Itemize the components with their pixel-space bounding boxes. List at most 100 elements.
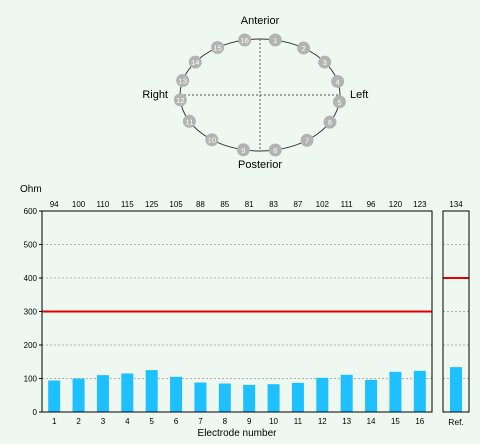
x-tick-label: 8 bbox=[223, 417, 228, 426]
bar bbox=[267, 384, 280, 412]
left-label: Left bbox=[350, 89, 368, 101]
x-tick-label: 3 bbox=[101, 417, 106, 426]
bar-value-label: 102 bbox=[316, 200, 330, 209]
bar bbox=[340, 374, 353, 412]
electrode-dot bbox=[300, 133, 314, 147]
electrode-label: 1 bbox=[273, 36, 277, 45]
electrode-marker: 16 bbox=[238, 33, 252, 47]
x-tick-label: 9 bbox=[247, 417, 252, 426]
bar-value-label: 115 bbox=[121, 200, 134, 209]
bar bbox=[72, 378, 85, 412]
y-tick-label: 0 bbox=[33, 408, 38, 417]
electrode-dot bbox=[173, 93, 187, 107]
bar-value-label: 81 bbox=[245, 200, 254, 209]
bar-value-label: 111 bbox=[341, 200, 354, 209]
bar bbox=[291, 382, 304, 412]
y-axis-label: Ohm bbox=[20, 184, 42, 195]
x-tick-label: 1 bbox=[52, 417, 57, 426]
electrode-label: 6 bbox=[328, 118, 332, 127]
x-tick-label: 4 bbox=[125, 417, 130, 426]
x-tick-label: 16 bbox=[415, 417, 424, 426]
electrode-marker: 3 bbox=[318, 55, 332, 69]
x-tick-label: 2 bbox=[76, 417, 81, 426]
anterior-label: Anterior bbox=[241, 15, 280, 27]
electrode-label: 15 bbox=[213, 44, 221, 53]
electrode-marker: 4 bbox=[331, 74, 345, 88]
electrode-label: 16 bbox=[241, 36, 249, 45]
x-tick-label: 7 bbox=[198, 417, 203, 426]
electrode-label: 5 bbox=[337, 98, 341, 107]
electrode-label: 3 bbox=[323, 58, 327, 67]
bar bbox=[316, 377, 329, 412]
y-tick-label: 200 bbox=[24, 341, 38, 350]
bar bbox=[413, 370, 426, 412]
electrode-dot bbox=[211, 41, 225, 55]
x-axis-label: Electrode number bbox=[198, 428, 278, 439]
electrode-dot bbox=[182, 114, 196, 128]
electrode-label: 14 bbox=[191, 58, 199, 67]
electrode-dot bbox=[268, 143, 282, 157]
y-tick-label: 500 bbox=[24, 241, 38, 250]
electrode-marker: 5 bbox=[332, 95, 346, 109]
bar bbox=[194, 382, 207, 412]
electrode-dot bbox=[238, 33, 252, 47]
electrode-label: 9 bbox=[241, 146, 245, 155]
electrode-label: 13 bbox=[179, 77, 187, 86]
electrode-marker: 10 bbox=[205, 133, 219, 147]
x-tick-label: 13 bbox=[342, 417, 351, 426]
electrode-dot bbox=[188, 55, 202, 69]
electrode-label: 7 bbox=[305, 136, 309, 145]
bar-value-label: 88 bbox=[196, 200, 205, 209]
x-tick-label: 11 bbox=[294, 417, 303, 426]
reference-bar bbox=[450, 367, 462, 412]
main-plot-area: 0 100 200 300 400 500 600 94 1 100 2 110 3 115 4 125 5 10… bbox=[24, 200, 433, 426]
electrode-label: 12 bbox=[176, 96, 184, 105]
bar-value-label: 100 bbox=[72, 200, 86, 209]
x-tick-label: 15 bbox=[391, 417, 400, 426]
electrode-label: 2 bbox=[301, 44, 305, 53]
electrode-dot bbox=[332, 95, 346, 109]
electrode-marker: 15 bbox=[211, 41, 225, 55]
y-tick-label: 300 bbox=[24, 308, 38, 317]
x-tick-label: 5 bbox=[149, 417, 154, 426]
x-tick-label: 10 bbox=[269, 417, 278, 426]
bar-value-label: 83 bbox=[269, 200, 278, 209]
bar bbox=[170, 376, 183, 412]
bar-value-label: 85 bbox=[220, 200, 229, 209]
electrode-marker: 14 bbox=[188, 55, 202, 69]
electrode-dot bbox=[323, 115, 337, 129]
electrode-marker: 2 bbox=[297, 41, 311, 55]
bar-value-label: 125 bbox=[145, 200, 159, 209]
bar-value-label: 96 bbox=[367, 200, 376, 209]
reference-plot-area: 134 Ref. bbox=[442, 200, 470, 427]
electrode-label: 11 bbox=[185, 117, 193, 126]
electrode-dot bbox=[205, 133, 219, 147]
electrode-marker: 9 bbox=[236, 143, 250, 157]
bar bbox=[218, 383, 231, 412]
electrode-marker: 1 bbox=[268, 33, 282, 47]
bar bbox=[121, 373, 134, 412]
electrode-marker: 13 bbox=[176, 74, 190, 88]
right-label: Right bbox=[142, 89, 168, 101]
bar bbox=[365, 379, 378, 412]
bar-value-label: 105 bbox=[169, 200, 183, 209]
x-tick-label: 12 bbox=[318, 417, 327, 426]
reference-plot-frame bbox=[442, 210, 470, 413]
electrode-label: 4 bbox=[336, 77, 340, 86]
bar bbox=[243, 384, 256, 412]
electrode-dot bbox=[297, 41, 311, 55]
y-tick-label: 600 bbox=[24, 207, 38, 216]
electrode-marker: 11 bbox=[182, 114, 196, 128]
electrode-marker: 7 bbox=[300, 133, 314, 147]
posterior-label: Posterior bbox=[238, 159, 282, 171]
reference-category-label: Ref. bbox=[448, 417, 464, 427]
main-plot-frame bbox=[41, 210, 433, 413]
head-diagram: Anterior Posterior Left Right 1234567891… bbox=[142, 15, 368, 171]
reference-value-label: 134 bbox=[449, 200, 463, 209]
bar bbox=[389, 371, 402, 412]
electrode-marker: 8 bbox=[268, 143, 282, 157]
electrode-dot bbox=[268, 33, 282, 47]
electrode-dot bbox=[176, 74, 190, 88]
